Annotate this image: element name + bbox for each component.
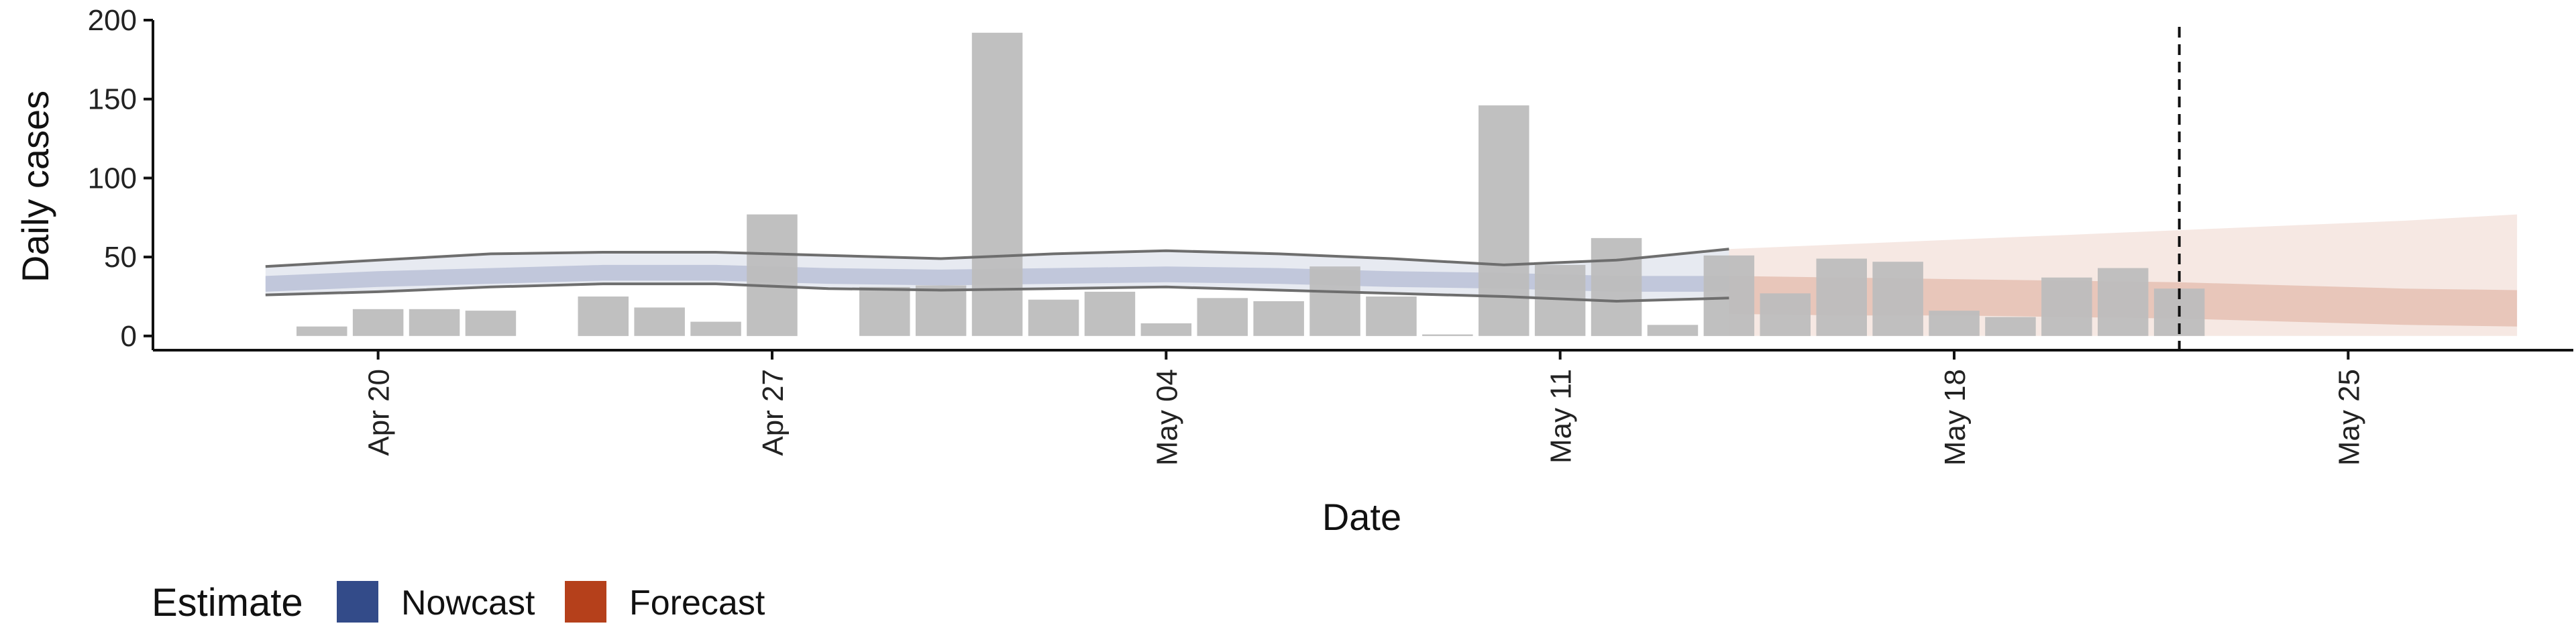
bar-2020-05-05 (1197, 298, 1248, 336)
bars-layer (297, 32, 2205, 336)
bar-2020-05-13 (1647, 325, 1699, 336)
x-tick-label: May 25 (2332, 369, 2365, 466)
bar-2020-05-03 (1084, 291, 1136, 336)
x-axis-ticks: Apr 20 Apr 27 May 04 May 11 May 18 May 25 (363, 350, 2365, 466)
bar-2020-04-27 (747, 214, 798, 336)
bar-2020-05-06 (1253, 301, 1304, 336)
bar-2020-04-25 (634, 307, 685, 336)
bar-2020-05-17 (1872, 262, 1923, 336)
bar-2020-04-29 (859, 286, 910, 336)
y-axis-ticks: 0 50 100 150 200 (88, 4, 153, 353)
x-tick-label: Apr 20 (363, 369, 396, 456)
y-tick-label: 150 (88, 83, 137, 116)
x-tick-label: May 04 (1150, 369, 1183, 466)
legend-label-nowcast: Nowcast (401, 584, 535, 623)
bar-2020-05-21 (2098, 268, 2149, 336)
bar-2020-05-04 (1140, 323, 1192, 336)
y-tick-label: 200 (88, 4, 137, 37)
bar-2020-05-19 (1985, 317, 2036, 336)
legend: Estimate Nowcast Forecast (152, 581, 765, 625)
bar-2020-05-07 (1309, 266, 1360, 336)
x-axis-title: Date (1322, 496, 1401, 538)
legend-title: Estimate (152, 581, 303, 625)
nowcast-lower-line (265, 282, 1729, 303)
bar-2020-05-08 (1366, 297, 1417, 336)
bar-2020-04-30 (915, 285, 967, 336)
bar-2020-05-15 (1760, 293, 1811, 336)
lines-layer (265, 248, 1729, 303)
bar-2020-05-12 (1591, 237, 1642, 336)
x-tick-label: May 11 (1545, 369, 1578, 464)
bar-2020-04-19 (297, 326, 347, 336)
bar-2020-05-16 (1816, 258, 1867, 336)
y-tick-label: 0 (121, 320, 137, 353)
bar-2020-04-21 (409, 309, 460, 336)
legend-swatch-forecast (565, 581, 606, 623)
bar-2020-05-02 (1028, 299, 1079, 336)
bar-2020-05-01 (971, 32, 1023, 336)
y-tick-label: 100 (88, 162, 137, 195)
ribbons-layer (265, 214, 2518, 336)
x-tick-label: Apr 27 (757, 369, 790, 456)
bar-2020-05-10 (1479, 105, 1529, 336)
bar-2020-05-09 (1422, 334, 1473, 336)
y-axis-title: Daily cases (14, 91, 56, 282)
legend-swatch-nowcast (337, 581, 378, 623)
bar-2020-04-26 (690, 321, 741, 336)
legend-label-forecast: Forecast (629, 584, 765, 623)
bar-2020-04-24 (578, 297, 629, 336)
nowcast-upper-line (265, 248, 1729, 268)
y-tick-label: 50 (104, 241, 137, 274)
bar-2020-05-18 (1929, 311, 1980, 336)
bar-2020-04-20 (352, 309, 404, 336)
x-tick-label: May 18 (1939, 369, 1972, 466)
bar-2020-04-22 (465, 311, 517, 336)
bar-2020-05-14 (1703, 255, 1755, 336)
bar-2020-05-20 (2041, 277, 2092, 336)
